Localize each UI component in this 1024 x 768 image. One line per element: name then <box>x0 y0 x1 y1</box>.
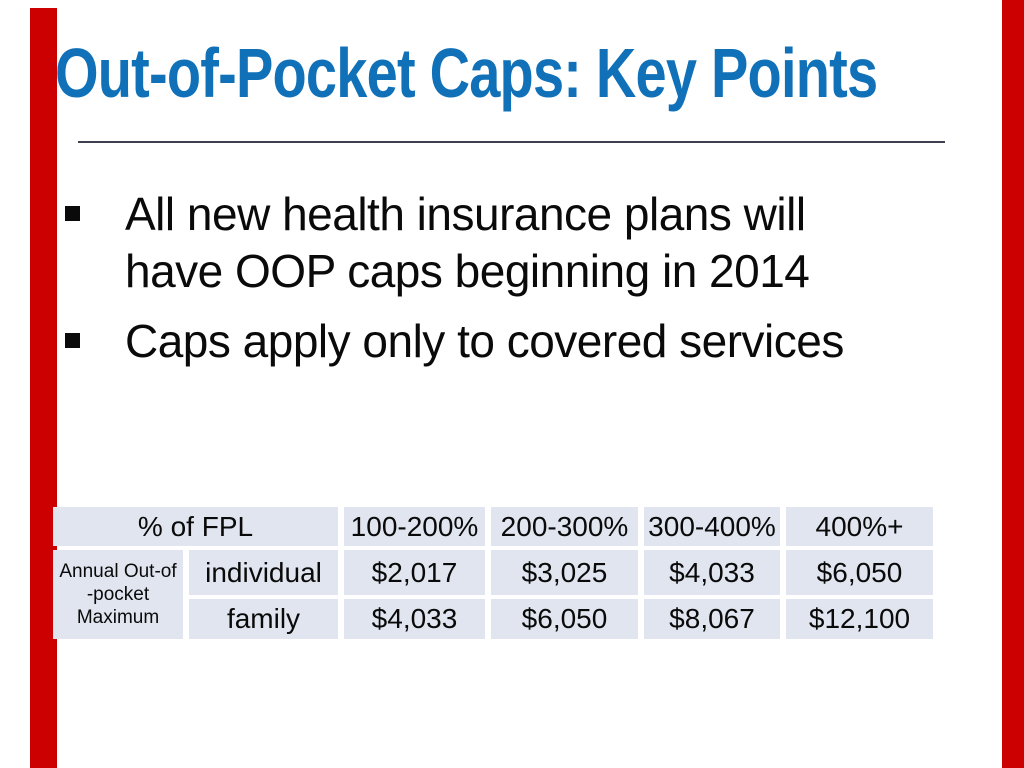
row-label-cell: individual <box>189 550 338 595</box>
bullet-line: Caps apply only to covered services <box>125 315 844 367</box>
value-cell: $3,025 <box>491 550 638 595</box>
value-cell: $8,067 <box>644 599 780 639</box>
title-underline <box>78 141 945 143</box>
bullet-line: have OOP caps beginning in 2014 <box>125 245 810 297</box>
range-header-cell: 300-400% <box>644 507 780 546</box>
bullet-line: All new health insurance plans will <box>125 188 806 240</box>
annual-oop-label-line: -pocket <box>86 584 150 605</box>
range-header-cell: 400%+ <box>786 507 933 546</box>
range-header-cell: 200-300% <box>491 507 638 546</box>
row-label-cell: family <box>189 599 338 639</box>
right-accent-bar <box>1002 0 1024 768</box>
value-cell: $4,033 <box>644 550 780 595</box>
square-bullet-icon <box>65 333 80 348</box>
page-title: Out-of-Pocket Caps: Key Points <box>55 34 878 112</box>
annual-oop-label-line: Maximum <box>76 607 160 628</box>
value-cell: $6,050 <box>786 550 933 595</box>
annual-oop-label-cell: Annual Out-of -pocket Maximum <box>53 550 183 639</box>
bullet-text: Caps apply only to covered services <box>125 313 844 370</box>
value-cell: $12,100 <box>786 599 933 639</box>
left-accent-bar <box>30 8 57 768</box>
value-cell: $2,017 <box>344 550 485 595</box>
annual-oop-label-line: Annual Out-of <box>59 561 177 582</box>
value-cell: $4,033 <box>344 599 485 639</box>
square-bullet-icon <box>65 206 80 221</box>
fpl-table: % of FPL 100-200% 200-300% 300-400% 400%… <box>53 507 933 639</box>
bullet-text: All new health insurance plans will have… <box>125 186 810 300</box>
bullet-item: All new health insurance plans will have… <box>65 186 965 300</box>
bullet-list: All new health insurance plans will have… <box>65 186 965 370</box>
bullet-item: Caps apply only to covered services <box>65 313 965 370</box>
fpl-header-cell: % of FPL <box>53 507 338 546</box>
range-header-cell: 100-200% <box>344 507 485 546</box>
value-cell: $6,050 <box>491 599 638 639</box>
